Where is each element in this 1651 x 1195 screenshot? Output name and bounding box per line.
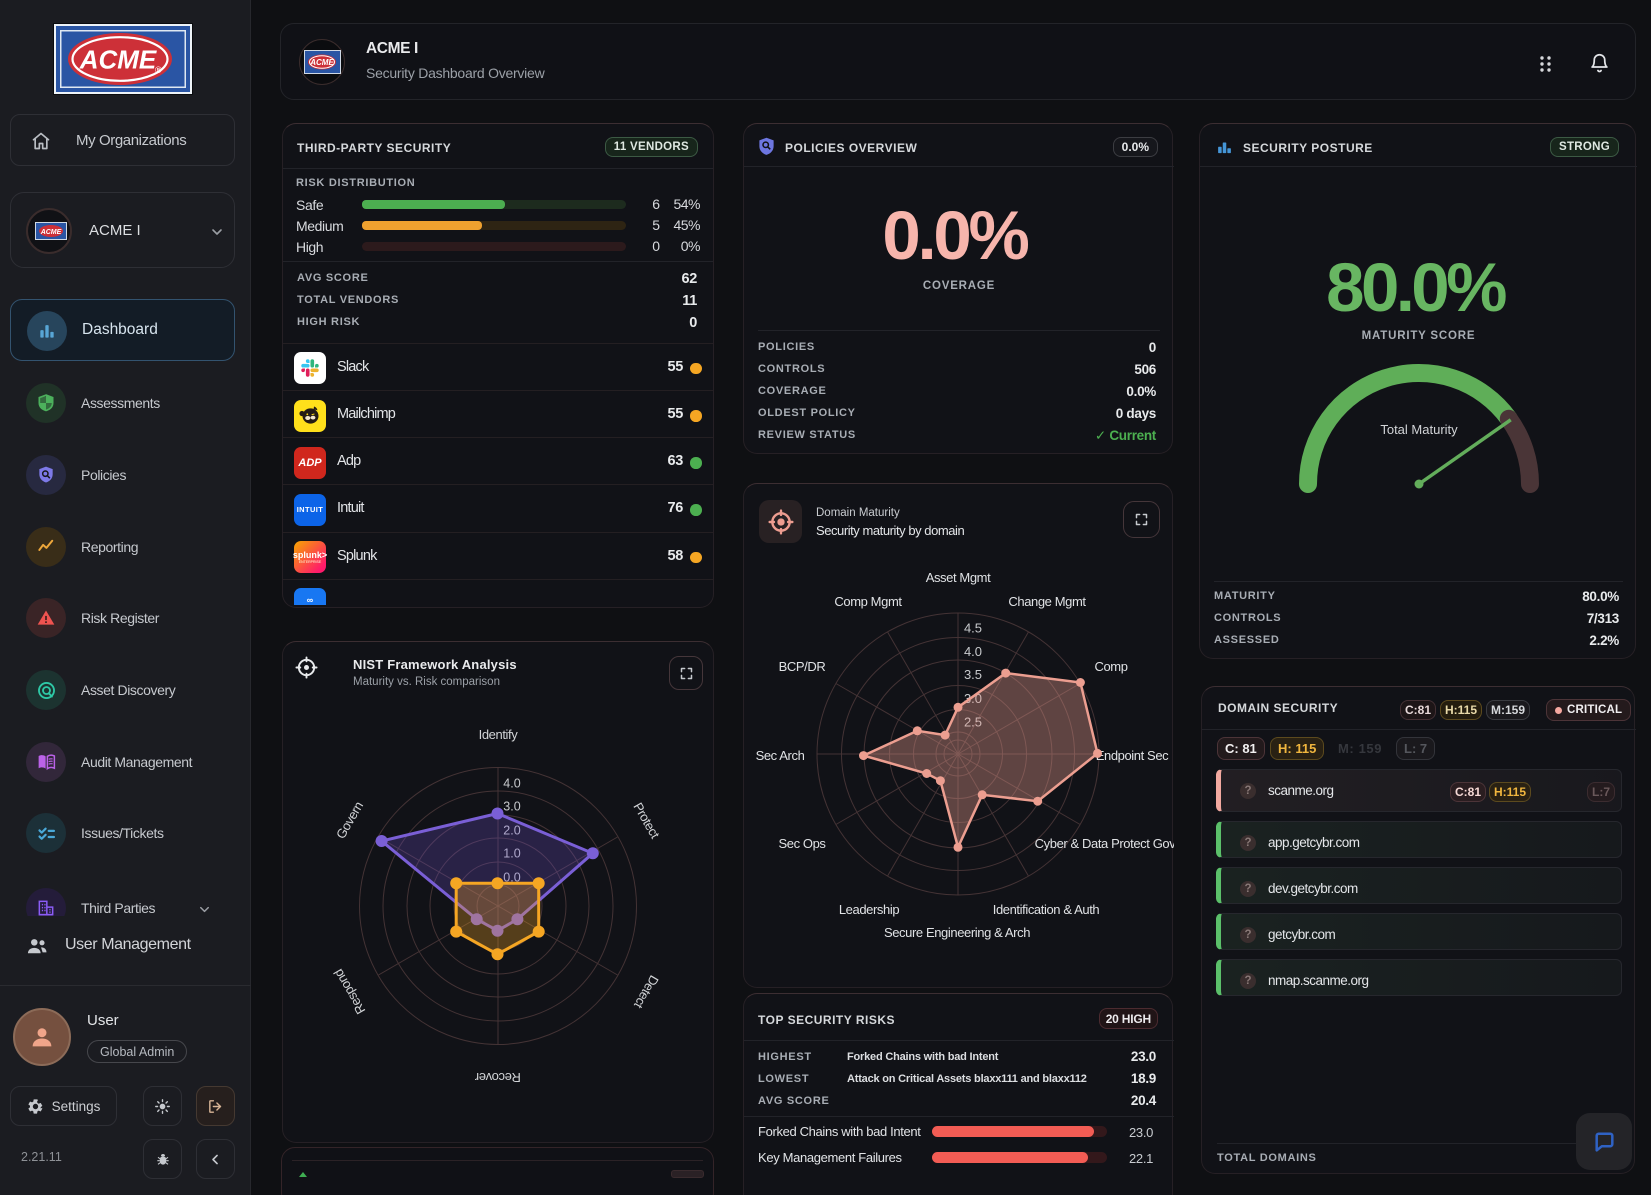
svg-text:4.5: 4.5: [964, 621, 982, 636]
svg-text:BCP/DR: BCP/DR: [779, 659, 826, 674]
svg-text:Comp Mgmt: Comp Mgmt: [834, 594, 902, 609]
svg-text:Endpoint Sec: Endpoint Sec: [1096, 748, 1169, 763]
svg-text:Secure Engineering & Arch: Secure Engineering & Arch: [884, 925, 1030, 940]
svg-text:3.0: 3.0: [503, 800, 520, 814]
svg-text:Leadership: Leadership: [839, 902, 899, 917]
svg-text:Recover: Recover: [474, 1070, 521, 1085]
svg-text:Total Maturity: Total Maturity: [1380, 422, 1458, 437]
svg-text:1.0: 1.0: [503, 847, 520, 861]
svg-text:4.0: 4.0: [964, 644, 982, 659]
svg-text:Identification & Auth: Identification & Auth: [993, 902, 1100, 917]
svg-text:Govern: Govern: [333, 799, 366, 841]
svg-text:Sec Ops: Sec Ops: [778, 836, 826, 851]
svg-text:Protect: Protect: [630, 800, 663, 841]
svg-text:Change Mgmt: Change Mgmt: [1008, 594, 1086, 609]
svg-text:2.5: 2.5: [964, 715, 982, 730]
svg-text:Cyber & Data Protect Gov: Cyber & Data Protect Gov: [1035, 836, 1174, 851]
svg-text:3.5: 3.5: [964, 667, 982, 682]
svg-text:ACME: ACME: [79, 45, 157, 75]
svg-text:Identify: Identify: [479, 727, 519, 742]
svg-text:Detect: Detect: [631, 973, 662, 1012]
svg-text:4.0: 4.0: [503, 777, 520, 791]
svg-text:Respond: Respond: [331, 967, 369, 1017]
svg-text:ACME: ACME: [40, 229, 62, 236]
svg-text:Asset Mgmt: Asset Mgmt: [926, 570, 991, 585]
svg-text:ACME: ACME: [309, 58, 334, 67]
svg-text:2.0: 2.0: [503, 824, 520, 838]
svg-text:Comp: Comp: [1094, 659, 1127, 674]
svg-text:Sec Arch: Sec Arch: [756, 748, 805, 763]
svg-text:®: ®: [155, 65, 162, 75]
svg-text:0.0: 0.0: [503, 871, 520, 885]
